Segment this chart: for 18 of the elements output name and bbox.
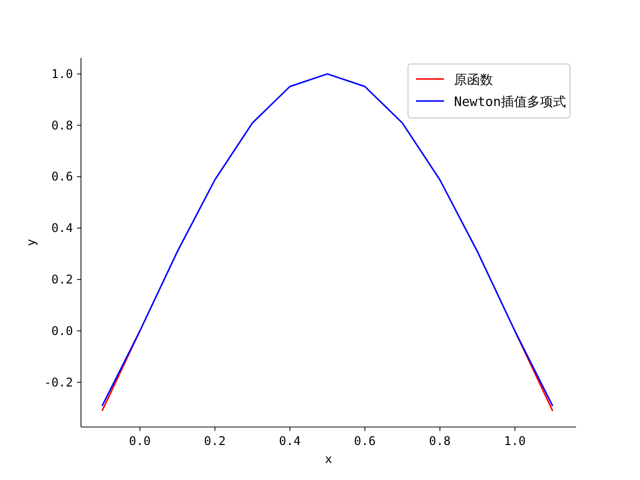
x-tick-label: 0.0: [129, 434, 151, 448]
y-tick-label: 0.6: [51, 170, 73, 184]
y-tick-label: 1.0: [51, 66, 73, 81]
y-tick-label: 0.0: [51, 324, 73, 338]
y-tick-label: 0.8: [51, 118, 73, 132]
x-tick-label: 1.0: [504, 434, 526, 448]
x-tick-label: 0.2: [204, 434, 226, 448]
legend-label: Newton插值多项式: [454, 95, 566, 110]
legend-label: 原函数: [454, 73, 493, 88]
x-tick-label: 0.4: [279, 434, 301, 448]
y-axis-title: y: [24, 238, 38, 246]
y-tick-label: -0.2: [44, 375, 73, 390]
y-tick-label: 0.2: [51, 272, 73, 287]
x-tick-label: 0.6: [354, 434, 376, 448]
x-axis-title: x: [324, 452, 332, 466]
x-tick-label: 0.8: [429, 434, 451, 448]
line-series: [102, 73, 554, 406]
y-tick-label: 0.4: [51, 221, 73, 236]
